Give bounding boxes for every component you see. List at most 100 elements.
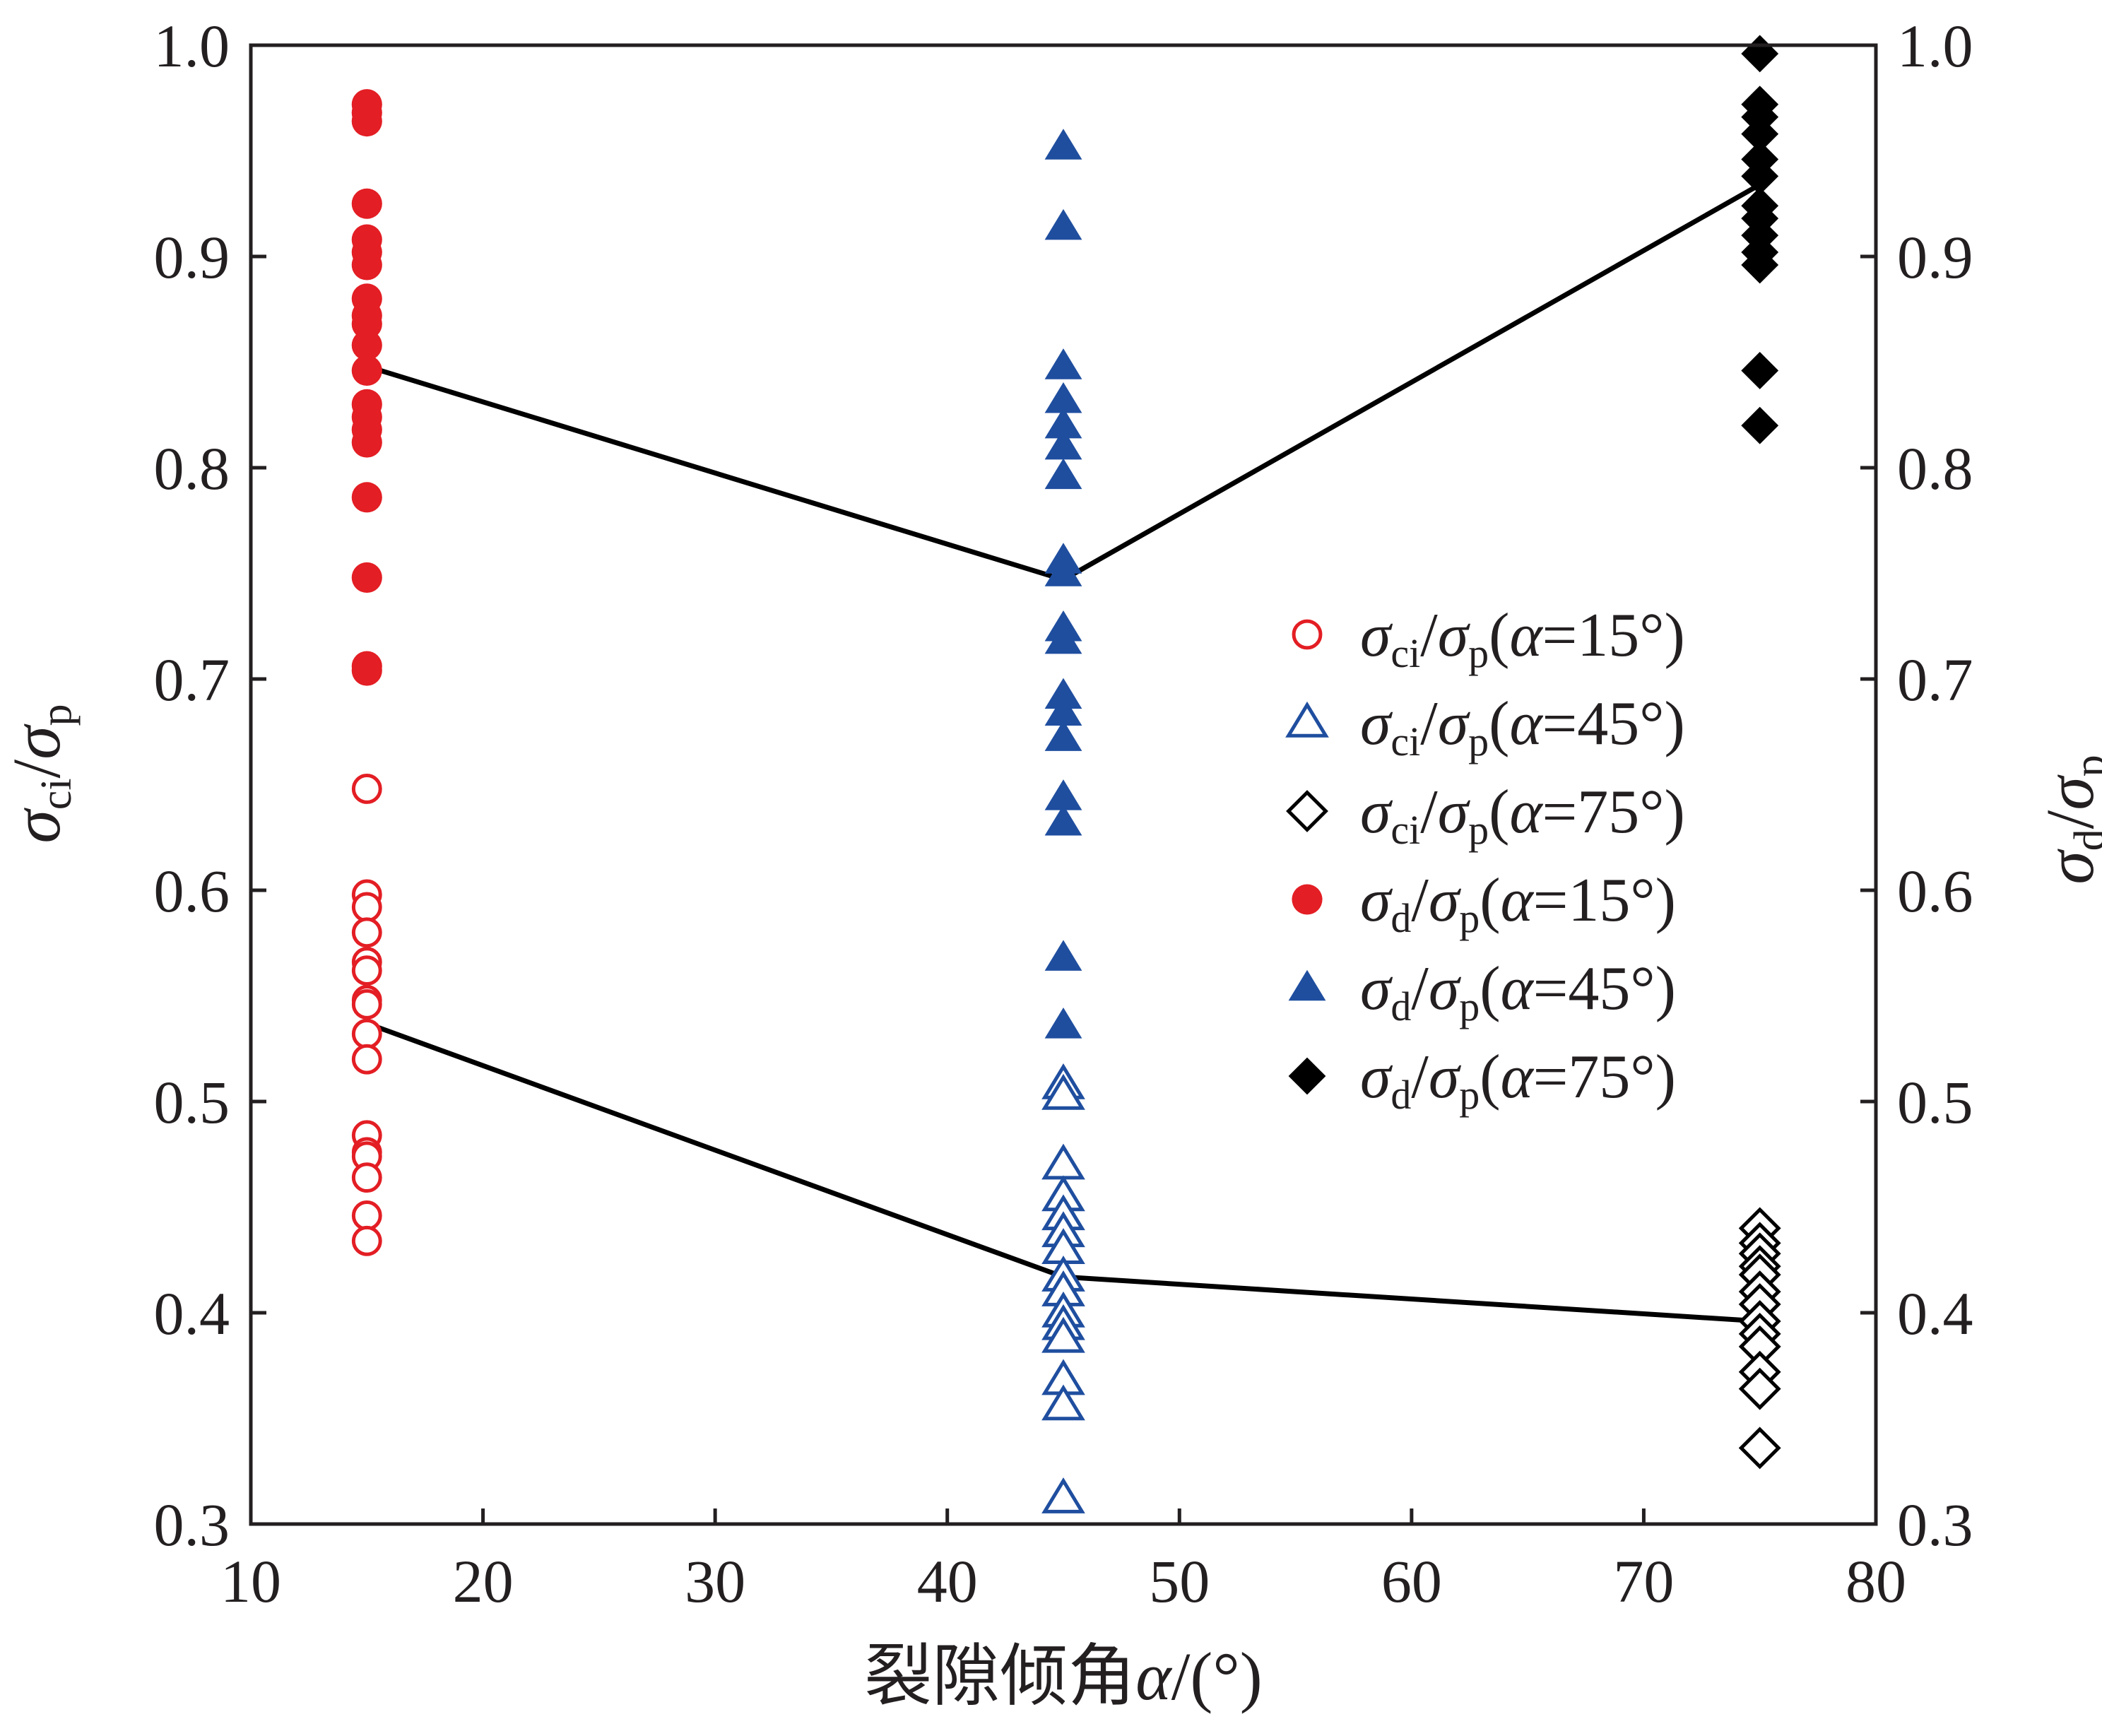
data-point-circle-open bbox=[351, 917, 382, 948]
data-point-circle-open bbox=[351, 1018, 382, 1049]
data-point-diamond-filled bbox=[1741, 352, 1779, 389]
legend-marker-triangle-open bbox=[1285, 701, 1329, 738]
legend-item: σd/σp(α=75°) bbox=[1288, 1043, 1676, 1118]
legend-label: σd/σp(α=15°) bbox=[1360, 866, 1676, 941]
data-point-circle-open bbox=[351, 892, 382, 923]
data-point-triangle-filled bbox=[1044, 428, 1082, 460]
x-tick-label: 80 bbox=[1846, 1547, 1906, 1615]
legend-marker-triangle-filled bbox=[1288, 969, 1326, 1001]
data-point-triangle-open bbox=[1041, 1384, 1085, 1421]
data-point-circle-filled bbox=[351, 427, 382, 458]
data-point-circle-filled bbox=[351, 482, 382, 513]
data-point-triangle-filled bbox=[1044, 129, 1082, 160]
x-tick-labels: 10 20 30 40 50 60 70 80 bbox=[220, 1547, 1906, 1615]
data-point-diamond-filled bbox=[1741, 406, 1779, 444]
legend-item: σd/σp(α=15°) bbox=[1292, 866, 1676, 941]
data-point-circle-open bbox=[351, 1200, 382, 1231]
data-point-triangle-filled bbox=[1044, 695, 1082, 726]
y-right-tick-label: 0.9 bbox=[1897, 223, 1973, 291]
data-point-triangle-open bbox=[1041, 1143, 1085, 1180]
legend-label: σci/σp(α=15°) bbox=[1360, 601, 1685, 676]
data-point-diamond-filled bbox=[1741, 246, 1779, 284]
x-tick-label: 20 bbox=[453, 1547, 514, 1615]
data-point-circle-filled bbox=[351, 355, 382, 386]
y-right-tick-label: 0.3 bbox=[1897, 1491, 1973, 1559]
data-point-diamond-open bbox=[1738, 1367, 1781, 1410]
legend-label: σd/σp(α=75°) bbox=[1360, 1043, 1676, 1118]
data-point-triangle-filled bbox=[1044, 458, 1082, 490]
legend-item: σci/σp(α=45°) bbox=[1285, 690, 1685, 764]
y-left-tick-label: 1.0 bbox=[154, 12, 230, 80]
data-point-circle-filled bbox=[351, 655, 382, 686]
data-point-triangle-filled bbox=[1044, 348, 1082, 379]
y-axis-right-title: σd/σp bbox=[2032, 755, 2102, 884]
data-point-circle-filled bbox=[351, 562, 382, 594]
data-markers bbox=[351, 35, 1781, 1513]
data-point-triangle-open bbox=[1041, 1477, 1085, 1513]
x-tick-label: 30 bbox=[685, 1547, 745, 1615]
legend-label: σd/σp(α=45°) bbox=[1360, 955, 1676, 1029]
data-point-diamond-filled bbox=[1741, 115, 1779, 153]
data-point-circle-open bbox=[351, 1162, 382, 1193]
data-point-circle-filled bbox=[351, 309, 382, 340]
data-point-triangle-filled bbox=[1044, 1008, 1082, 1039]
data-point-triangle-filled bbox=[1044, 678, 1082, 709]
data-point-triangle-filled bbox=[1044, 805, 1082, 836]
data-point-circle-open bbox=[351, 774, 382, 804]
data-point-triangle-filled bbox=[1044, 779, 1082, 810]
x-tick-label: 50 bbox=[1149, 1547, 1210, 1615]
mean-line bbox=[366, 182, 1761, 583]
legend-item: σci/σp(α=75°) bbox=[1286, 778, 1685, 853]
data-point-triangle-filled bbox=[1044, 382, 1082, 413]
y-right-tick-label: 0.5 bbox=[1897, 1068, 1973, 1136]
y-right-tick-label: 0.8 bbox=[1897, 435, 1973, 502]
data-point-triangle-filled bbox=[1044, 720, 1082, 751]
y-right-tick-label: 0.6 bbox=[1897, 857, 1973, 925]
data-point-triangle-filled bbox=[1044, 622, 1082, 654]
data-point-triangle-filled bbox=[1044, 407, 1082, 439]
y-left-tick-labels: 0.3 0.4 0.5 0.6 0.7 0.8 0.9 1.0 bbox=[154, 12, 230, 1559]
data-point-circle-open bbox=[351, 955, 382, 986]
legend-label: σci/σp(α=45°) bbox=[1360, 690, 1685, 764]
y-left-tick-label: 0.4 bbox=[154, 1280, 230, 1347]
legend-item: σci/σp(α=15°) bbox=[1292, 601, 1685, 676]
plot-frame bbox=[249, 43, 1878, 1526]
legend-marker-circle-filled bbox=[1292, 884, 1323, 915]
x-axis-title: 裂隙倾角α/(°) bbox=[864, 1638, 1262, 1714]
y-left-tick-label: 0.6 bbox=[154, 857, 230, 925]
x-tick-label: 70 bbox=[1613, 1547, 1674, 1615]
legend-item: σd/σp(α=45°) bbox=[1288, 955, 1676, 1029]
x-tick-label: 40 bbox=[917, 1547, 978, 1615]
legend: σci/σp(α=15°) σci/σp(α=45°) σci/σp(α=75°) σ… bbox=[1285, 601, 1685, 1118]
y-right-tick-label: 0.7 bbox=[1897, 646, 1973, 714]
y-right-tick-labels: 0.3 0.4 0.5 0.6 0.7 0.8 0.9 1.0 bbox=[1897, 12, 1973, 1559]
y-left-tick-label: 0.9 bbox=[154, 223, 230, 291]
data-point-triangle-filled bbox=[1044, 940, 1082, 971]
data-point-diamond-filled bbox=[1741, 157, 1779, 195]
data-point-triangle-open bbox=[1041, 1073, 1085, 1110]
legend-marker-circle-open bbox=[1292, 619, 1323, 650]
data-point-circle-open bbox=[351, 1044, 382, 1075]
y-left-tick-label: 0.7 bbox=[154, 646, 230, 714]
data-point-triangle-filled bbox=[1044, 208, 1082, 240]
y-right-tick-label: 1.0 bbox=[1897, 12, 1973, 80]
legend-label: σci/σp(α=75°) bbox=[1360, 778, 1685, 853]
x-tick-label: 10 bbox=[220, 1547, 281, 1615]
data-point-circle-filled bbox=[351, 330, 382, 361]
data-point-circle-open bbox=[351, 1225, 382, 1256]
data-point-circle-open bbox=[351, 989, 382, 1020]
y-right-tick-label: 0.4 bbox=[1897, 1280, 1973, 1347]
data-point-circle-filled bbox=[351, 106, 382, 137]
data-point-triangle-open bbox=[1041, 1316, 1085, 1353]
data-point-diamond-filled bbox=[1741, 35, 1779, 73]
y-left-tick-label: 0.3 bbox=[154, 1491, 230, 1559]
data-point-diamond-open bbox=[1738, 1427, 1781, 1470]
data-point-circle-filled bbox=[351, 249, 382, 281]
x-tick-label: 60 bbox=[1381, 1547, 1442, 1615]
legend-marker-diamond-open bbox=[1286, 790, 1328, 832]
data-point-circle-filled bbox=[351, 188, 382, 219]
y-axis-left-title: σci/σp bbox=[0, 704, 81, 843]
y-left-tick-label: 0.8 bbox=[154, 435, 230, 502]
y-left-tick-label: 0.5 bbox=[154, 1068, 230, 1136]
